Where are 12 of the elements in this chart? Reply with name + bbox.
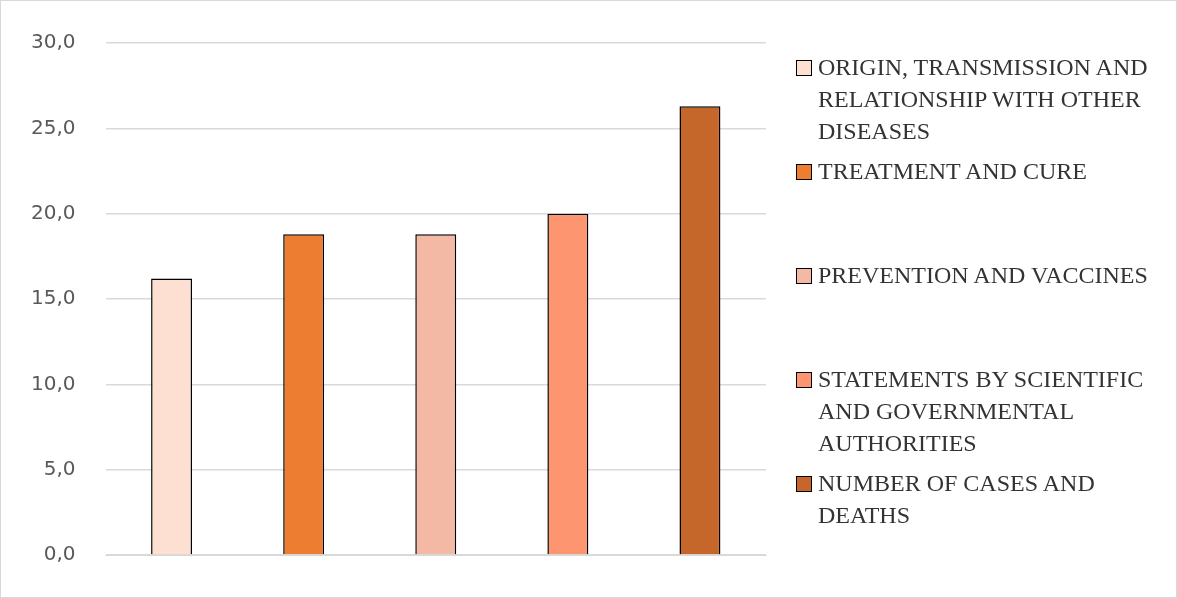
- legend-label: STATEMENTS BY SCIENTIFIC AND GOVERNMENTAL AUTHORITIES: [818, 365, 1145, 458]
- legend-label: ORIGIN, TRANSMISSION AND RELATIONSHIP WITH OTHER DISEASES: [818, 53, 1149, 146]
- y-tick-label: 15,0: [31, 285, 76, 310]
- legend-label: TREATMENT AND CURE: [818, 157, 1087, 186]
- legend-label: NUMBER OF CASES AND DEATHS: [818, 469, 1096, 530]
- y-tick-label: 25,0: [31, 114, 76, 139]
- y-tick-label: 5,0: [43, 455, 76, 480]
- y-tick-label: 10,0: [31, 370, 76, 395]
- y-tick-label: 0,0: [43, 541, 76, 566]
- y-tick-label: 30,0: [31, 29, 76, 54]
- legend-label: PREVENTION AND VACCINES: [818, 261, 1148, 290]
- y-tick-label: 20,0: [31, 199, 76, 224]
